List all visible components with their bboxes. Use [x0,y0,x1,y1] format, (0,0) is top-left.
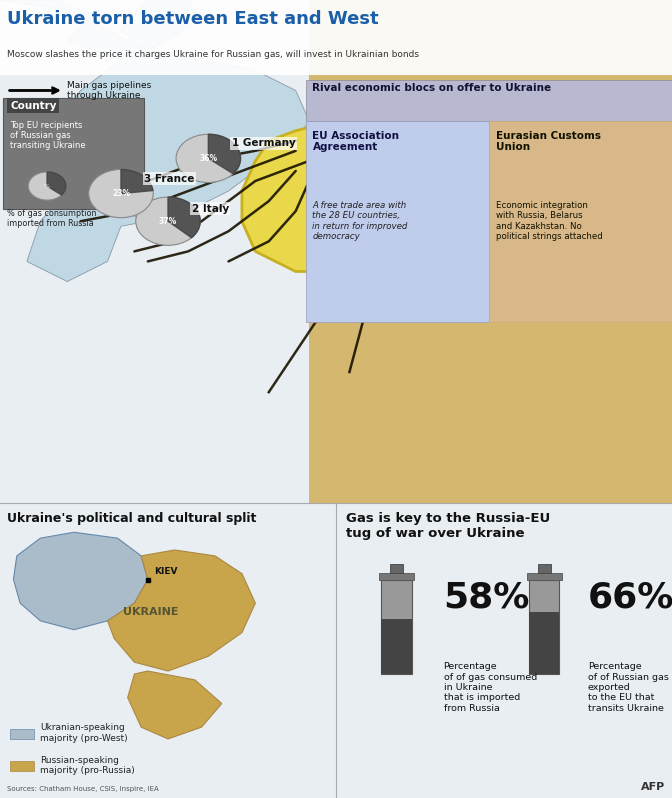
Bar [306,81,672,120]
FancyBboxPatch shape [3,98,144,208]
Polygon shape [121,0,202,50]
Polygon shape [208,134,241,174]
Text: Main gas pipelines
through Ukraine: Main gas pipelines through Ukraine [67,81,151,101]
Polygon shape [168,197,200,238]
Text: 66%: 66% [588,580,672,614]
Text: UKRAINE: UKRAINE [124,607,179,617]
Bar [538,564,551,573]
Bar [526,573,562,579]
Circle shape [136,197,200,245]
Text: UKRAINE: UKRAINE [312,196,360,206]
Text: Economic integration
with Russia, Belarus
and Kazakhstan. No
political strings a: Economic integration with Russia, Belaru… [496,201,602,241]
Bar [530,579,559,674]
Bar [0,0,672,76]
Bar [382,619,411,674]
Bar [10,729,34,739]
Polygon shape [128,671,222,739]
Text: Ukraine torn between East and West: Ukraine torn between East and West [7,10,378,28]
Text: Moscow slashes the price it charges Ukraine for Russian gas, will invest in Ukra: Moscow slashes the price it charges Ukra… [7,50,419,59]
Text: Sources: Chatham House, CSIS, Inspire, IEA: Sources: Chatham House, CSIS, Inspire, I… [7,786,159,792]
Bar [489,120,672,322]
Text: 1 Germany: 1 Germany [232,138,296,148]
Bar [306,120,489,322]
Text: Gas is key to the Russia-EU
tug of war over Ukraine: Gas is key to the Russia-EU tug of war o… [346,512,550,539]
Text: Percentage
of of gas consumed
in Ukraine
that is imported
from Russia: Percentage of of gas consumed in Ukraine… [444,662,537,713]
Circle shape [28,172,66,200]
Text: Russian-speaking
majority (pro-Russia): Russian-speaking majority (pro-Russia) [40,756,135,775]
Bar [379,573,414,579]
Bar [382,579,411,674]
Text: Ukraine's political and cultural split: Ukraine's political and cultural split [7,512,256,524]
Bar [10,761,34,772]
Text: KIEV: KIEV [155,567,178,575]
Text: % of gas consumption
imported from Russia: % of gas consumption imported from Russi… [7,208,96,228]
Text: 3 France: 3 France [144,173,195,184]
Circle shape [89,169,153,218]
Text: 58%: 58% [444,580,530,614]
Circle shape [176,134,241,183]
Text: EU Association
Agreement: EU Association Agreement [312,131,399,152]
Text: AFP: AFP [641,782,665,792]
Polygon shape [47,172,66,195]
Text: Country: Country [10,101,56,111]
Bar [390,564,403,573]
Polygon shape [0,0,309,221]
Polygon shape [242,120,457,271]
Text: 36%: 36% [200,154,217,163]
Polygon shape [108,550,255,671]
Polygon shape [13,532,148,630]
Text: 2 Italy: 2 Italy [192,203,228,214]
Text: Top EU recipients
of Russian gas
transiting Ukraine: Top EU recipients of Russian gas transit… [10,120,86,151]
Text: A free trade area with
the 28 EU countries,
in return for improved
democracy: A free trade area with the 28 EU countri… [312,201,408,241]
Text: Eurasian Customs
Union: Eurasian Customs Union [496,131,601,152]
Text: Ukranian-speaking
majority (pro-West): Ukranian-speaking majority (pro-West) [40,723,128,743]
Text: 37%: 37% [159,217,177,226]
Polygon shape [27,191,148,282]
Polygon shape [121,169,153,194]
Bar [309,0,672,503]
Text: Rival economic blocs on offer to Ukraine: Rival economic blocs on offer to Ukraine [312,83,552,93]
Text: Percentage
of of Russian gas
exported
to the EU that
transits Ukraine: Percentage of of Russian gas exported to… [588,662,669,713]
Bar [530,611,559,674]
Text: 23%: 23% [112,189,130,198]
Text: %: % [44,184,50,188]
